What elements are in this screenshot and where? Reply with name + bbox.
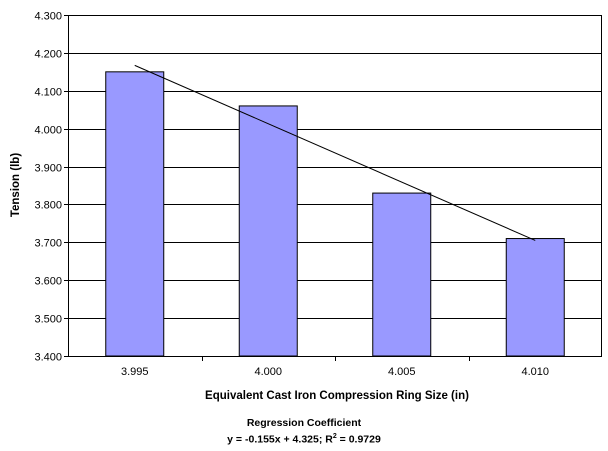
chart: 3.400 3.500 3.600 3.700 3.800 3.900 4.000 4.100… xyxy=(10,11,602,402)
x-tick-label: 3.995 xyxy=(121,366,149,378)
x-tick-labels: 3.995 4.000 4.005 4.010 xyxy=(121,366,549,378)
y-tick-label: 4.000 xyxy=(34,125,62,137)
y-tick-label: 3.600 xyxy=(34,276,62,288)
regression-title: Regression Coefficient xyxy=(246,417,362,429)
x-tick-label: 4.000 xyxy=(254,366,282,378)
trendline-group xyxy=(134,64,536,241)
y-tick-label: 3.700 xyxy=(34,238,62,250)
y-tick-label: 3.900 xyxy=(34,163,62,175)
bar xyxy=(238,105,298,357)
regression-equation-text: y = -0.155x + 4.325; R xyxy=(227,433,333,446)
y-tick-label: 3.400 xyxy=(34,352,62,364)
x-axis-title: Equivalent Cast Iron Compression Ring Si… xyxy=(205,390,469,402)
y-tick-labels: 3.400 3.500 3.600 3.700 3.800 3.900 4.000 4.100… xyxy=(34,11,62,364)
regression-r-squared-exponent: 2 xyxy=(332,433,337,440)
bars xyxy=(105,71,565,357)
regression-r-squared-value: = 0.9729 xyxy=(336,433,381,446)
y-tick-label: 4.200 xyxy=(34,49,62,61)
bar xyxy=(372,192,432,357)
bar xyxy=(105,71,165,357)
y-tick-label: 3.800 xyxy=(34,200,62,212)
bar xyxy=(505,238,565,357)
axes xyxy=(68,15,602,357)
y-tick-label: 4.300 xyxy=(34,11,62,23)
x-tick-label: 4.005 xyxy=(388,366,416,378)
regression-equation: y = -0.155x + 4.325; R2 = 0.9729 xyxy=(0,433,608,446)
trendline xyxy=(134,64,536,241)
y-tick-label: 4.100 xyxy=(34,87,62,99)
x-tick-label: 4.010 xyxy=(521,366,549,378)
y-tick-label: 3.500 xyxy=(34,314,62,326)
y-axis-title: Tension (lb) xyxy=(10,153,22,217)
